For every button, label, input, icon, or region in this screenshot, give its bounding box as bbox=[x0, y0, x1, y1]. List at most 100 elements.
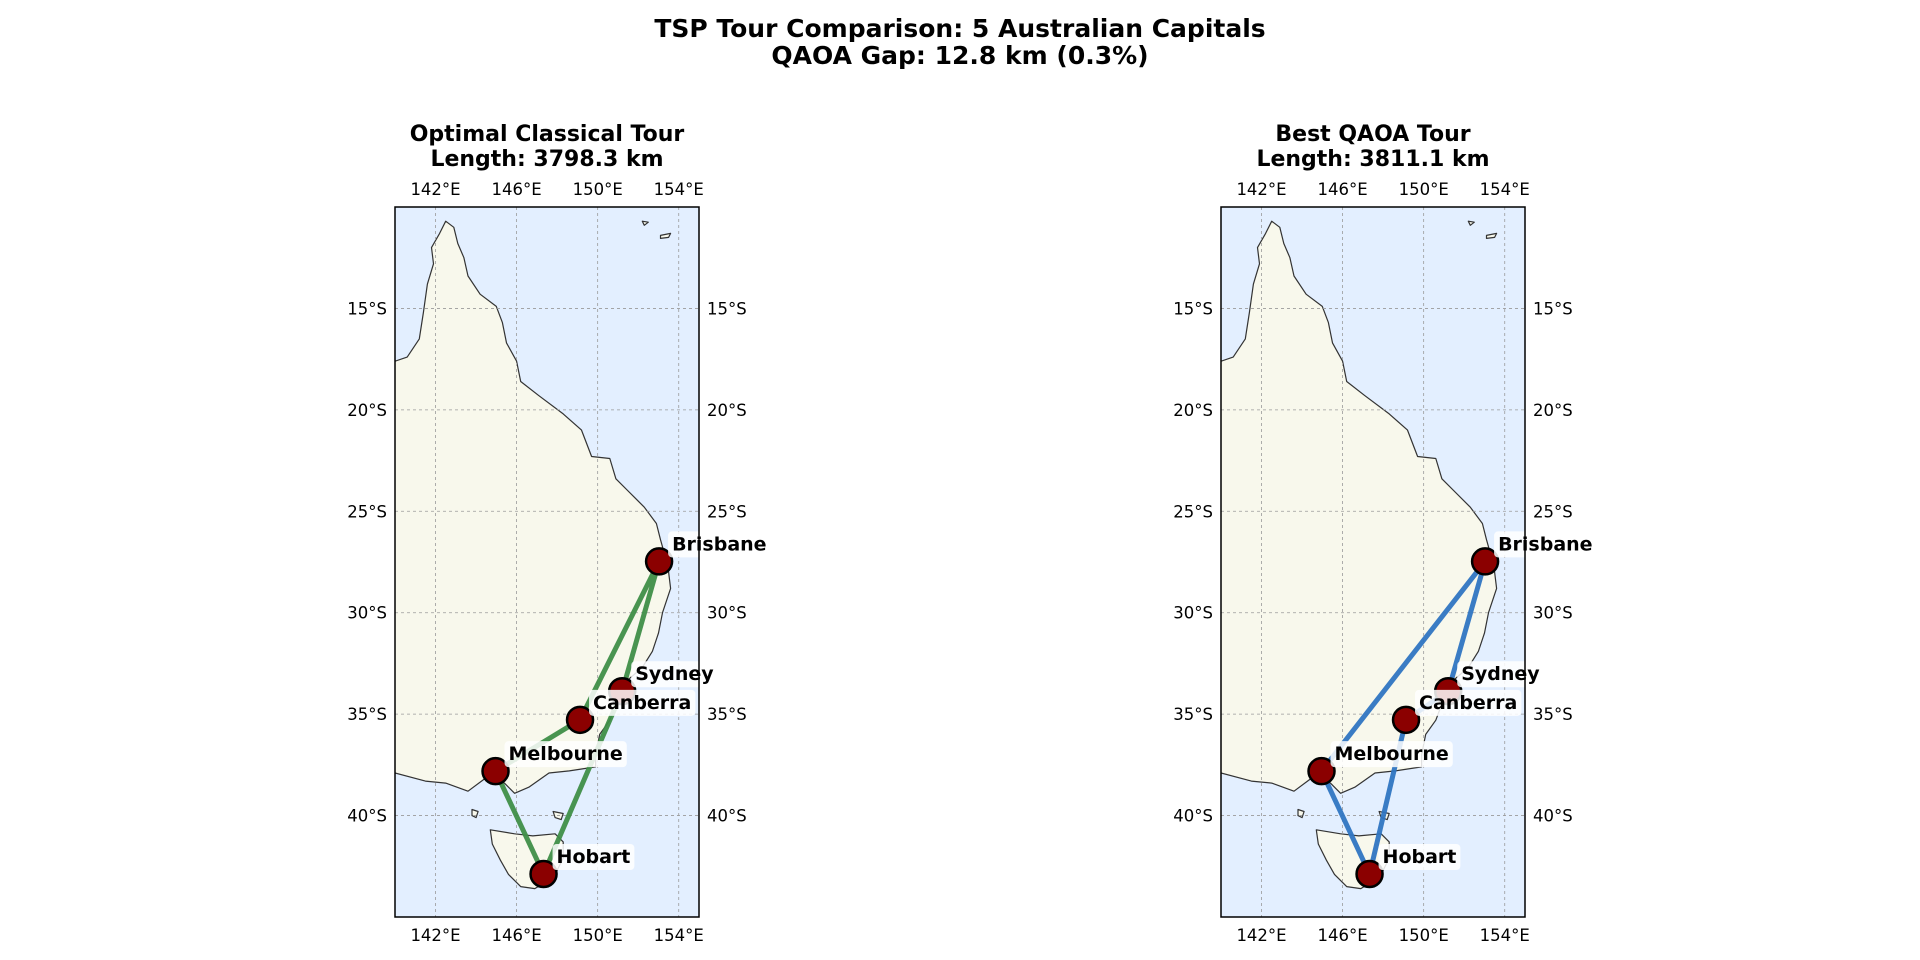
city-label: Brisbane bbox=[668, 531, 771, 558]
panel-title-line1: Best QAOA Tour bbox=[1275, 122, 1470, 147]
city-label: Canberra bbox=[589, 689, 696, 716]
city-label: Melbourne bbox=[504, 741, 627, 768]
lat-tick-label-right: 35°S bbox=[1533, 705, 1573, 724]
mainland-coastline bbox=[1221, 220, 1498, 794]
lon-tick-label-bottom: 154°E bbox=[1480, 926, 1530, 945]
island bbox=[659, 232, 672, 239]
city-label-text: Hobart bbox=[1383, 846, 1457, 868]
city-label-text: Canberra bbox=[1419, 692, 1517, 714]
map-frame bbox=[1220, 206, 1526, 918]
city-label-bg bbox=[552, 843, 635, 870]
lat-tick-label-right: 20°S bbox=[1533, 401, 1573, 420]
island bbox=[1485, 232, 1498, 239]
city-label-bg bbox=[1457, 661, 1545, 688]
lat-tick-label-left: 20°S bbox=[1173, 401, 1213, 420]
city-label-text: Sydney bbox=[1461, 663, 1540, 685]
lat-tick-label-left: 30°S bbox=[347, 604, 387, 623]
city-label: Sydney bbox=[1457, 661, 1545, 688]
panel-title-line2: Length: 3798.3 km bbox=[430, 147, 663, 172]
lat-tick-label-right: 25°S bbox=[1533, 502, 1573, 521]
map-area bbox=[395, 207, 699, 917]
lon-tick-label-bottom: 142°E bbox=[410, 926, 460, 945]
city-label-bg bbox=[1330, 741, 1453, 768]
mainland-coastline bbox=[395, 220, 672, 794]
panel-title-line2: Length: 3811.1 km bbox=[1256, 147, 1489, 172]
city-label-text: Brisbane bbox=[672, 533, 767, 555]
city-label-text: Hobart bbox=[557, 846, 631, 868]
island bbox=[1467, 220, 1475, 226]
lat-tick-label-left: 40°S bbox=[347, 807, 387, 826]
city-label: Brisbane bbox=[1494, 531, 1597, 558]
lon-tick-label-top: 154°E bbox=[1480, 180, 1530, 199]
city-label-bg bbox=[589, 689, 696, 716]
lon-tick-label-top: 150°E bbox=[1399, 180, 1449, 199]
lat-tick-label-right: 40°S bbox=[1533, 807, 1573, 826]
lon-tick-label-bottom: 150°E bbox=[1399, 926, 1449, 945]
lat-tick-label-left: 35°S bbox=[1173, 705, 1213, 724]
city-label-text: Canberra bbox=[593, 692, 691, 714]
city-label: Hobart bbox=[552, 843, 635, 870]
map-area bbox=[1221, 207, 1525, 917]
map-frame bbox=[394, 206, 700, 918]
lon-tick-label-top: 154°E bbox=[654, 180, 704, 199]
lat-tick-label-left: 15°S bbox=[1173, 299, 1213, 318]
city-marker bbox=[644, 547, 674, 576]
mainland-australia bbox=[1221, 221, 1497, 794]
city-label-text: Brisbane bbox=[1498, 533, 1593, 555]
city-label-text: Melbourne bbox=[1335, 743, 1449, 765]
map-panel-qaoa: Best QAOA Tour Length: 3811.1 km Brisban… bbox=[1173, 122, 1597, 945]
lat-tick-label-right: 25°S bbox=[707, 502, 747, 521]
lat-tick-label-right: 20°S bbox=[707, 401, 747, 420]
city-label-text: Sydney bbox=[635, 663, 714, 685]
lat-tick-label-left: 20°S bbox=[347, 401, 387, 420]
lat-tick-label-right: 35°S bbox=[707, 705, 747, 724]
lat-tick-label-left: 25°S bbox=[347, 502, 387, 521]
lon-tick-label-bottom: 146°E bbox=[1318, 926, 1368, 945]
lon-tick-label-top: 146°E bbox=[1318, 180, 1368, 199]
figure-title-line1: TSP Tour Comparison: 5 Australian Capita… bbox=[654, 14, 1265, 43]
lon-tick-label-top: 142°E bbox=[410, 180, 460, 199]
city-marker bbox=[1391, 705, 1421, 735]
figure-title-line2: QAOA Gap: 12.8 km (0.3%) bbox=[771, 41, 1148, 70]
island bbox=[641, 220, 649, 226]
lon-tick-label-top: 150°E bbox=[573, 180, 623, 199]
city-marker bbox=[481, 756, 510, 786]
lon-tick-label-bottom: 146°E bbox=[492, 926, 542, 945]
lat-tick-label-right: 30°S bbox=[707, 604, 747, 623]
lat-tick-label-left: 40°S bbox=[1173, 807, 1213, 826]
lat-tick-label-right: 15°S bbox=[707, 299, 747, 318]
lon-tick-label-bottom: 154°E bbox=[654, 926, 704, 945]
city-label-bg bbox=[1494, 531, 1597, 558]
city-marker bbox=[1470, 547, 1500, 576]
lat-tick-label-right: 30°S bbox=[1533, 604, 1573, 623]
tour-route bbox=[1319, 558, 1488, 877]
city-label: Canberra bbox=[1415, 689, 1522, 716]
city-label: Sydney bbox=[631, 661, 719, 688]
lon-tick-label-bottom: 150°E bbox=[573, 926, 623, 945]
lon-tick-label-bottom: 142°E bbox=[1236, 926, 1286, 945]
city-marker bbox=[1355, 859, 1384, 889]
lat-tick-label-left: 35°S bbox=[347, 705, 387, 724]
lat-tick-label-left: 30°S bbox=[1173, 604, 1213, 623]
city-label: Melbourne bbox=[1330, 741, 1453, 768]
mainland-australia bbox=[395, 221, 671, 794]
city-label: Hobart bbox=[1378, 843, 1461, 870]
lon-tick-label-top: 142°E bbox=[1236, 180, 1286, 199]
city-marker bbox=[529, 859, 558, 889]
city-label-bg bbox=[1415, 689, 1522, 716]
lat-tick-label-right: 40°S bbox=[707, 807, 747, 826]
city-label-bg bbox=[631, 661, 719, 688]
lon-tick-label-top: 146°E bbox=[492, 180, 542, 199]
city-marker bbox=[1307, 756, 1336, 786]
city-label-bg bbox=[504, 741, 627, 768]
city-label-bg bbox=[1378, 843, 1461, 870]
lat-tick-label-left: 15°S bbox=[347, 299, 387, 318]
lat-tick-label-left: 25°S bbox=[1173, 502, 1213, 521]
map-panel-classical: Optimal Classical Tour Length: 3798.3 km… bbox=[347, 122, 771, 945]
city-marker bbox=[565, 705, 595, 735]
lat-tick-label-right: 15°S bbox=[1533, 299, 1573, 318]
city-label-bg bbox=[668, 531, 771, 558]
city-label-text: Melbourne bbox=[509, 743, 623, 765]
panel-title-line1: Optimal Classical Tour bbox=[410, 122, 685, 147]
